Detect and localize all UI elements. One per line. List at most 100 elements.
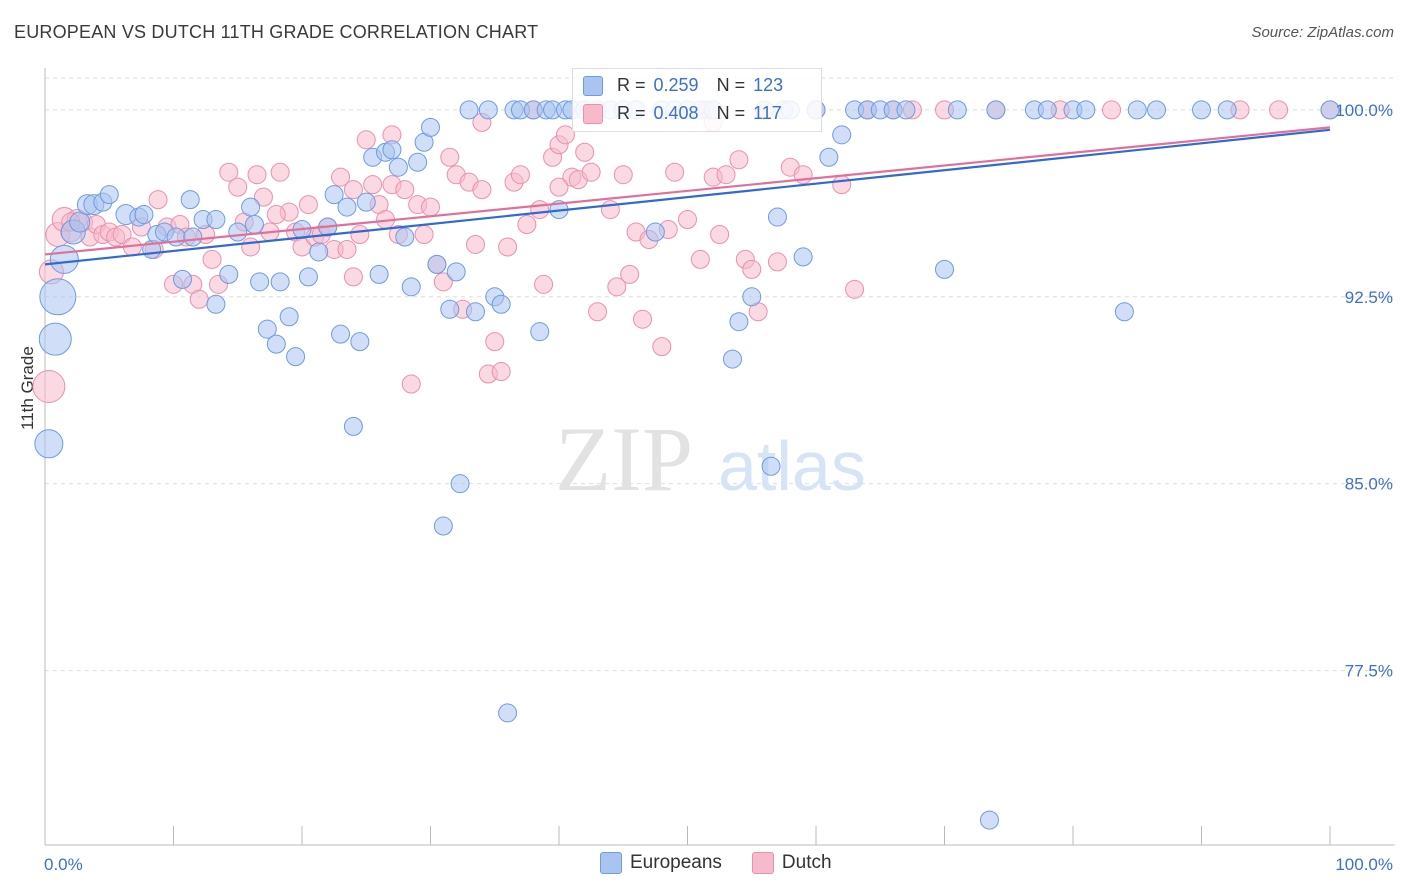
legend-item-dutch[interactable]: Dutch	[751, 852, 832, 874]
data-point-dutch	[465, 234, 485, 254]
data-point-dutch	[517, 215, 537, 235]
tick-labels: 77.5% 85.0% 92.5% 100.0% 0.0% 100.0%	[44, 101, 1393, 874]
data-point-european	[331, 324, 351, 344]
data-point-dutch	[581, 162, 601, 182]
data-point-dutch	[510, 165, 530, 185]
data-point-dutch	[652, 337, 672, 357]
data-point-dutch	[832, 175, 852, 195]
data-point-european	[395, 227, 415, 247]
legend-swatch-dutch	[751, 852, 774, 874]
y-tick-label: 100.0%	[1335, 101, 1393, 120]
r-label: R =	[617, 103, 646, 123]
data-point-dutch	[219, 162, 239, 182]
data-point-european	[388, 157, 408, 177]
data-point-european	[38, 322, 72, 356]
data-point-european	[465, 302, 485, 322]
r-value-dutch: 0.408	[653, 103, 699, 123]
data-point-european	[979, 810, 999, 830]
data-point-european	[286, 347, 306, 367]
data-point-dutch	[395, 180, 415, 200]
n-value-dutch: 117	[753, 103, 782, 123]
data-point-european	[1037, 100, 1057, 120]
data-point-dutch	[433, 272, 453, 292]
data-point-european	[134, 205, 154, 225]
data-point-european	[1192, 100, 1211, 120]
watermark: ZIP atlas	[555, 408, 866, 510]
n-value-european: 123	[753, 75, 784, 95]
data-point-european	[34, 429, 64, 459]
data-point-european	[350, 332, 370, 352]
data-point-dutch	[575, 142, 595, 162]
data-point-european	[530, 322, 550, 342]
data-point-european	[440, 299, 460, 319]
data-point-dutch	[729, 150, 749, 170]
data-point-dutch	[472, 180, 492, 200]
data-point-european	[478, 100, 498, 120]
data-point-european	[1076, 100, 1096, 120]
data-point-dutch	[613, 165, 633, 185]
data-point-dutch	[600, 200, 620, 220]
data-point-european	[309, 242, 329, 262]
data-point-dutch	[485, 332, 505, 352]
data-point-european	[896, 100, 916, 120]
data-point-european	[832, 125, 852, 145]
data-point-dutch	[241, 237, 261, 257]
data-point-dutch	[189, 289, 209, 309]
data-point-dutch	[491, 362, 511, 382]
data-point-dutch	[498, 237, 518, 257]
data-point-european	[1320, 100, 1340, 120]
data-point-european	[1114, 302, 1134, 322]
data-point-dutch	[32, 369, 66, 403]
data-point-european	[446, 262, 466, 282]
y-tick-label: 85.0%	[1345, 475, 1393, 494]
data-point-european	[421, 117, 440, 137]
european-swatch	[583, 75, 603, 96]
data-point-dutch	[253, 187, 273, 207]
data-point-dutch	[266, 205, 286, 225]
data-point-dutch	[343, 267, 363, 287]
data-point-european	[722, 349, 742, 369]
data-point-dutch	[440, 147, 460, 167]
data-point-european	[244, 215, 264, 235]
data-point-european	[241, 197, 261, 217]
data-point-dutch	[148, 190, 168, 210]
n-label: N =	[716, 103, 746, 123]
trend-lines	[44, 126, 1331, 266]
data-point-dutch	[767, 252, 787, 272]
data-point-european	[382, 140, 402, 160]
data-point-european	[49, 244, 79, 274]
data-point-european	[369, 264, 389, 284]
data-point-european	[183, 227, 203, 247]
legend-label-dutch: Dutch	[781, 852, 832, 873]
data-point-european	[206, 210, 226, 230]
data-point-dutch	[421, 197, 440, 217]
data-point-dutch	[112, 224, 132, 244]
data-point-european	[1127, 100, 1147, 120]
data-point-european	[986, 100, 1006, 120]
data-point-european	[270, 272, 290, 292]
y-tick-label: 92.5%	[1345, 288, 1393, 307]
data-point-dutch	[742, 259, 762, 279]
data-point-european	[767, 207, 787, 227]
data-point-dutch	[331, 167, 351, 187]
stats-row-european: R = 0.259 N = 123	[583, 75, 783, 96]
data-point-dutch	[363, 175, 383, 195]
data-point-dutch	[607, 277, 627, 297]
stats-row-dutch: R = 0.408 N = 117	[583, 103, 782, 124]
data-point-european	[408, 152, 428, 172]
data-point-dutch	[678, 210, 697, 230]
stats-box: R = 0.259 N = 123 R = 0.408 N = 117	[572, 68, 822, 132]
data-point-european	[250, 272, 270, 292]
watermark-atlas: atlas	[718, 427, 866, 505]
data-point-european	[1147, 100, 1167, 120]
x-tick-label: 0.0%	[44, 855, 83, 874]
data-point-european	[39, 278, 77, 316]
legend-item-europeans[interactable]: Europeans	[600, 852, 722, 874]
source-label: Source: ZipAtlas.com	[1251, 24, 1394, 41]
data-point-european	[298, 267, 318, 287]
data-point-european	[459, 100, 479, 120]
data-point-european	[761, 456, 781, 476]
data-point-european	[279, 307, 299, 327]
n-label: N =	[716, 75, 746, 95]
